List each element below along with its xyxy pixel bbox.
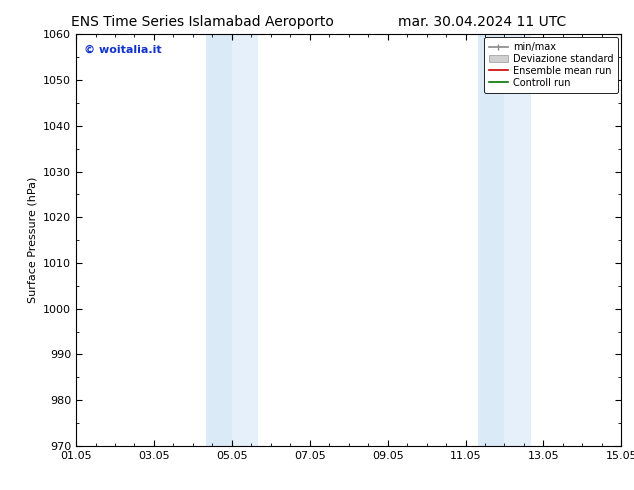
Y-axis label: Surface Pressure (hPa): Surface Pressure (hPa) bbox=[27, 177, 37, 303]
Bar bbox=[232, 34, 258, 446]
Text: mar. 30.04.2024 11 UTC: mar. 30.04.2024 11 UTC bbox=[398, 15, 566, 29]
Bar bbox=[505, 34, 531, 446]
Text: ENS Time Series Islamabad Aeroporto: ENS Time Series Islamabad Aeroporto bbox=[72, 15, 334, 29]
Bar bbox=[479, 34, 505, 446]
Bar bbox=[206, 34, 232, 446]
Text: © woitalia.it: © woitalia.it bbox=[84, 45, 162, 54]
Legend: min/max, Deviazione standard, Ensemble mean run, Controll run: min/max, Deviazione standard, Ensemble m… bbox=[484, 37, 618, 93]
